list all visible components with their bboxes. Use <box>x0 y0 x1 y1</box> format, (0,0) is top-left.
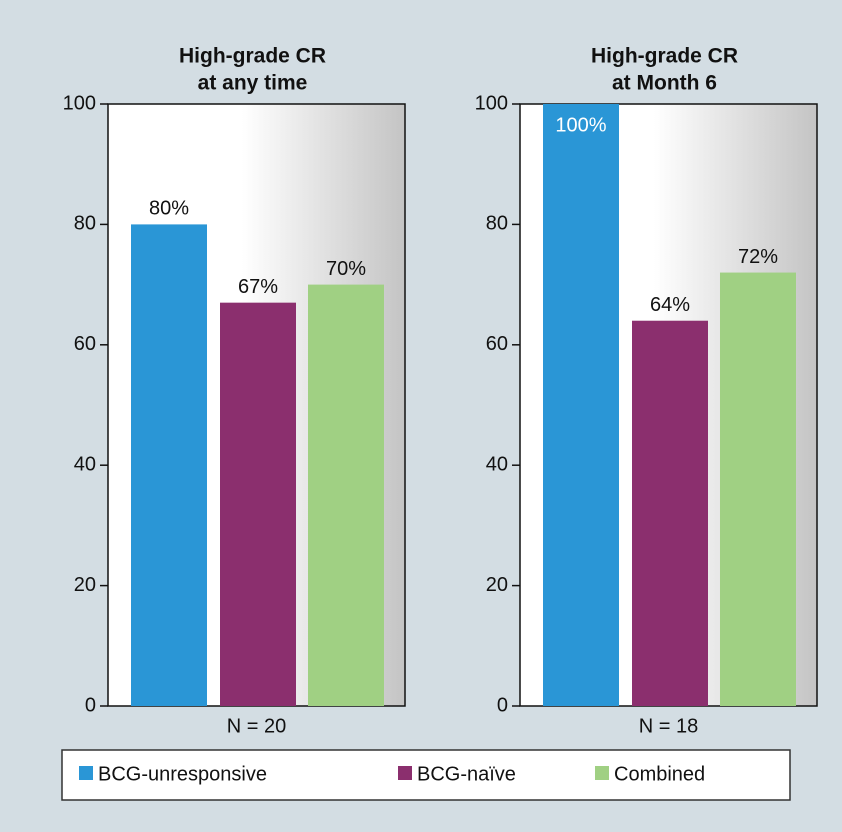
y-tick-label: 40 <box>486 453 508 475</box>
chart-title: at Month 6 <box>612 72 717 95</box>
chart-title: High-grade CR <box>591 45 738 68</box>
data-label: 80% <box>149 198 189 220</box>
data-label: 100% <box>555 114 606 136</box>
x-axis-label: N = 20 <box>227 715 286 737</box>
data-label: 64% <box>650 294 690 316</box>
legend-swatch <box>79 766 93 780</box>
y-tick-label: 20 <box>74 574 96 596</box>
chart-title: High-grade CR <box>179 45 326 68</box>
y-tick-label: 60 <box>486 333 508 355</box>
y-tick-label: 80 <box>74 213 96 235</box>
legend-label: BCG-naïve <box>417 763 516 785</box>
y-tick-label: 100 <box>63 92 96 114</box>
legend <box>61 749 791 801</box>
y-tick-label: 60 <box>74 333 96 355</box>
legend-label: BCG-unresponsive <box>98 763 267 785</box>
y-tick-label: 100 <box>475 92 508 114</box>
y-tick-label: 20 <box>486 574 508 596</box>
y-tick-label: 0 <box>85 694 96 716</box>
bar <box>220 302 296 706</box>
legend-label: Combined <box>614 763 705 785</box>
bar <box>308 284 384 706</box>
y-tick-label: 0 <box>497 694 508 716</box>
data-label: 70% <box>326 258 366 280</box>
y-tick-label: 80 <box>486 213 508 235</box>
bar <box>543 104 619 706</box>
bar <box>131 224 207 706</box>
chart-title: at any time <box>198 72 308 95</box>
data-label: 67% <box>238 276 278 298</box>
data-label: 72% <box>738 246 778 268</box>
legend-swatch <box>398 766 412 780</box>
bar <box>632 320 708 706</box>
y-tick-label: 40 <box>74 453 96 475</box>
x-axis-label: N = 18 <box>639 715 698 737</box>
legend-swatch <box>595 766 609 780</box>
bar <box>720 272 796 706</box>
